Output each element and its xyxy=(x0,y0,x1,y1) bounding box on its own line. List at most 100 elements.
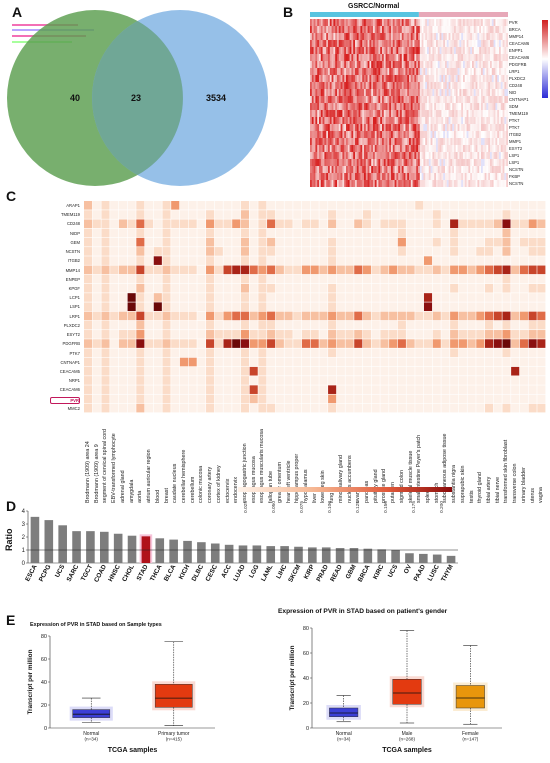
heatmap-c-cell xyxy=(528,348,537,358)
heatmap-b-cell xyxy=(398,47,401,55)
heatmap-c-cell xyxy=(197,219,206,229)
heatmap-b-cell xyxy=(401,124,404,132)
heatmap-b-cell xyxy=(392,117,395,125)
heatmap-b-cell xyxy=(423,82,426,90)
heatmap-b-cell xyxy=(414,110,417,118)
heatmap-b-cell xyxy=(428,159,431,167)
heatmap-b-cell xyxy=(461,103,464,111)
heatmap-b-cell xyxy=(409,82,412,90)
heatmap-c-cell xyxy=(284,237,293,247)
heatmap-b-cell xyxy=(385,117,388,125)
heatmap-c-cell xyxy=(240,265,250,275)
heatmap-c-cell xyxy=(284,247,293,256)
heatmap-b-gene-label: LRP1 xyxy=(509,69,520,74)
heatmap-b-cell xyxy=(364,124,367,132)
heatmap-c-cell xyxy=(345,210,354,219)
heatmap-b-cell xyxy=(502,117,505,125)
heatmap-b-cell xyxy=(421,40,424,48)
heatmap-b-cell xyxy=(481,180,484,187)
heatmap-c-cell xyxy=(92,376,101,385)
heatmap-b-cell xyxy=(454,159,457,167)
heatmap-b-cell xyxy=(373,173,376,181)
heatmap-c-cell xyxy=(362,237,372,247)
heatmap-b-cell xyxy=(457,173,460,181)
heatmap-b-cell xyxy=(351,54,354,62)
heatmap-b-cell xyxy=(493,117,496,125)
heatmap-b-cell xyxy=(326,159,329,167)
heatmap-b-cell xyxy=(463,19,466,27)
heatmap-b-cell xyxy=(428,173,431,181)
heatmap-b-cell xyxy=(374,124,377,132)
heatmap-b-cell xyxy=(310,103,313,111)
heatmap-c-cell xyxy=(441,376,450,385)
heatmap-b-cell xyxy=(407,131,410,139)
heatmap-b-cell xyxy=(322,180,325,187)
heatmap-c-cell xyxy=(450,201,459,210)
heatmap-b-cell xyxy=(466,117,469,125)
heatmap-b-cell xyxy=(423,173,426,181)
heatmap-b-cell xyxy=(425,138,428,146)
heatmap-b-cell xyxy=(499,61,502,69)
heatmap-b-cell xyxy=(484,173,487,181)
heatmap-c-cell xyxy=(145,330,154,339)
heatmap-b-colorbar-ticks: 210-1-2 xyxy=(530,18,540,100)
heatmap-c-gene-label: ENPEP xyxy=(65,276,80,282)
heatmap-b-cell xyxy=(414,82,417,90)
heatmap-b-cell xyxy=(472,61,475,69)
heatmap-b-cell xyxy=(450,82,453,90)
heatmap-c-cell xyxy=(293,247,302,256)
heatmap-b-cell xyxy=(387,26,390,34)
heatmap-c-cell xyxy=(267,366,276,376)
heatmap-b-cell xyxy=(342,26,345,34)
heatmap-b-cell xyxy=(414,166,417,174)
heatmap-b-cell xyxy=(353,82,356,90)
heatmap-c-cell xyxy=(110,339,119,348)
heatmap-b-cell xyxy=(385,124,388,132)
heatmap-b-cell xyxy=(475,131,478,139)
heatmap-b-cell xyxy=(490,173,493,181)
heatmap-b-cell xyxy=(437,152,440,160)
heatmap-b-cell xyxy=(373,166,376,174)
heatmap-b-cell xyxy=(320,180,323,187)
heatmap-b-cell xyxy=(493,180,496,187)
heatmap-b-cell xyxy=(412,68,415,76)
heatmap-b-cell xyxy=(439,131,442,139)
heatmap-b-cell xyxy=(486,166,489,174)
heatmap-b-cell xyxy=(356,103,359,111)
heatmap-b-cell xyxy=(385,152,388,160)
bar-kirc xyxy=(377,549,387,563)
heatmap-b-cell xyxy=(416,19,419,27)
heatmap-b-cell xyxy=(382,124,385,132)
heatmap-c-cell xyxy=(232,394,241,404)
heatmap-b-cell xyxy=(410,124,413,132)
heatmap-c-cell xyxy=(528,201,537,210)
heatmap-c-cell xyxy=(101,330,110,339)
heatmap-c-cell xyxy=(171,330,180,339)
heatmap-b-cell xyxy=(486,82,489,90)
heatmap-b-cell xyxy=(419,166,422,174)
heatmap-c-cell xyxy=(432,348,441,358)
heatmap-b-cell xyxy=(351,145,354,153)
heatmap-b-cell xyxy=(459,166,462,174)
heatmap-b-cell xyxy=(398,117,401,125)
heatmap-b-cell xyxy=(320,40,323,48)
heatmap-b-cell xyxy=(430,159,433,167)
bar-prad xyxy=(321,547,331,563)
heatmap-b-cell xyxy=(409,124,412,132)
heatmap-b-cell xyxy=(479,26,482,34)
heatmap-b-cell xyxy=(362,89,365,97)
heatmap-c-cell xyxy=(458,385,467,394)
heatmap-b-cell xyxy=(473,82,476,90)
heatmap-b-cell xyxy=(396,138,399,146)
heatmap-c-cell xyxy=(415,311,424,321)
heatmap-c-cell xyxy=(511,237,520,247)
heatmap-b-cell xyxy=(371,47,374,55)
heatmap-c-cell xyxy=(502,339,511,348)
heatmap-c-cell xyxy=(319,237,328,247)
heatmap-b-cell xyxy=(414,68,417,76)
bar-category-label: READ xyxy=(329,563,344,583)
heatmap-c-cell xyxy=(519,320,528,330)
heatmap-b-cell xyxy=(319,138,322,146)
heatmap-b-cell xyxy=(472,33,475,41)
heatmap-b-cell xyxy=(459,68,462,76)
